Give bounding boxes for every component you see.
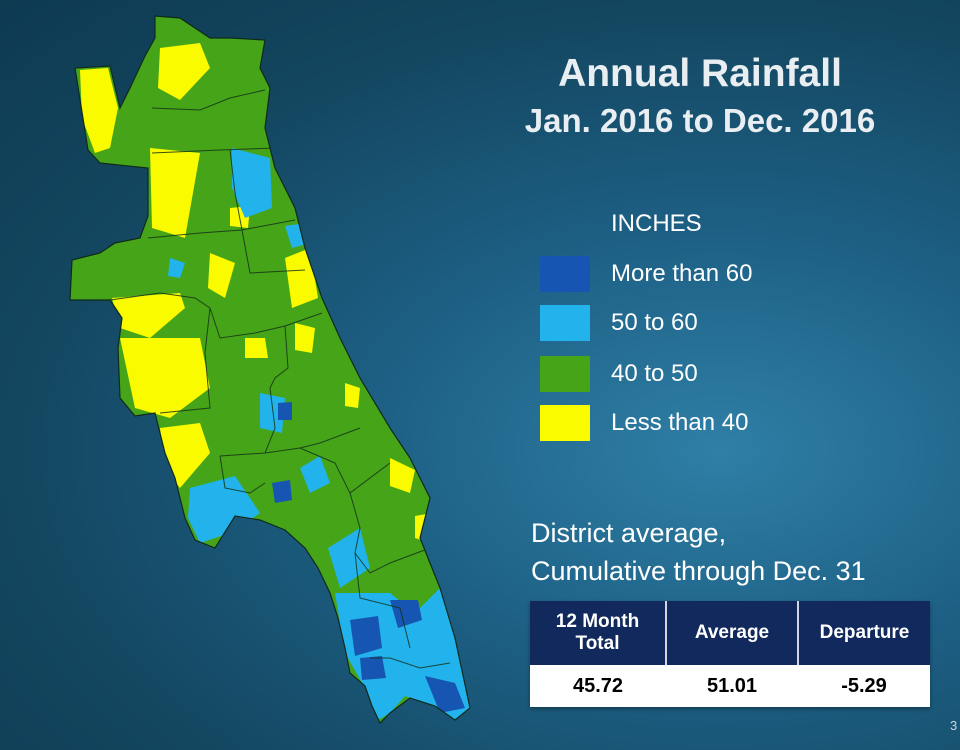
legend-swatch [540,305,590,341]
rainfall-stats-table: 12 Month Total Average Departure 45.72 5… [530,601,930,707]
legend-item-more-than-60: More than 60 [540,254,752,294]
legend-swatch [540,256,590,292]
header-12-month-total: 12 Month Total [530,601,667,665]
legend-label: Less than 40 [611,409,749,436]
summary-line-1: District average, [531,518,727,548]
table-row: 45.72 51.01 -5.29 [530,665,930,707]
rainfall-map [69,15,471,724]
map-subtitle: Jan. 2016 to Dec. 2016 [524,102,876,139]
legend-item-50-to-60: 50 to 60 [540,303,698,343]
value-12-month-total: 45.72 [530,665,666,707]
summary-line-2: Cumulative through Dec. 31 [531,556,866,586]
page-number: 3 [950,718,958,733]
legend-item-40-to-50: 40 to 50 [540,354,698,394]
legend-item-less-than-40: Less than 40 [540,403,748,443]
legend-label: 50 to 60 [611,309,698,336]
header-departure: Departure [798,601,930,665]
legend-label: More than 60 [611,260,753,287]
legend-label: 40 to 50 [611,360,698,387]
table-header-row: 12 Month Total Average Departure [530,601,930,665]
header-average: Average [666,601,799,665]
legend-swatch [540,405,590,441]
value-average: 51.01 [666,665,798,707]
map-title: Annual Rainfall [558,52,842,95]
value-departure: -5.29 [798,665,930,707]
legend-heading: INCHES [611,210,702,237]
legend-swatch [540,356,590,392]
